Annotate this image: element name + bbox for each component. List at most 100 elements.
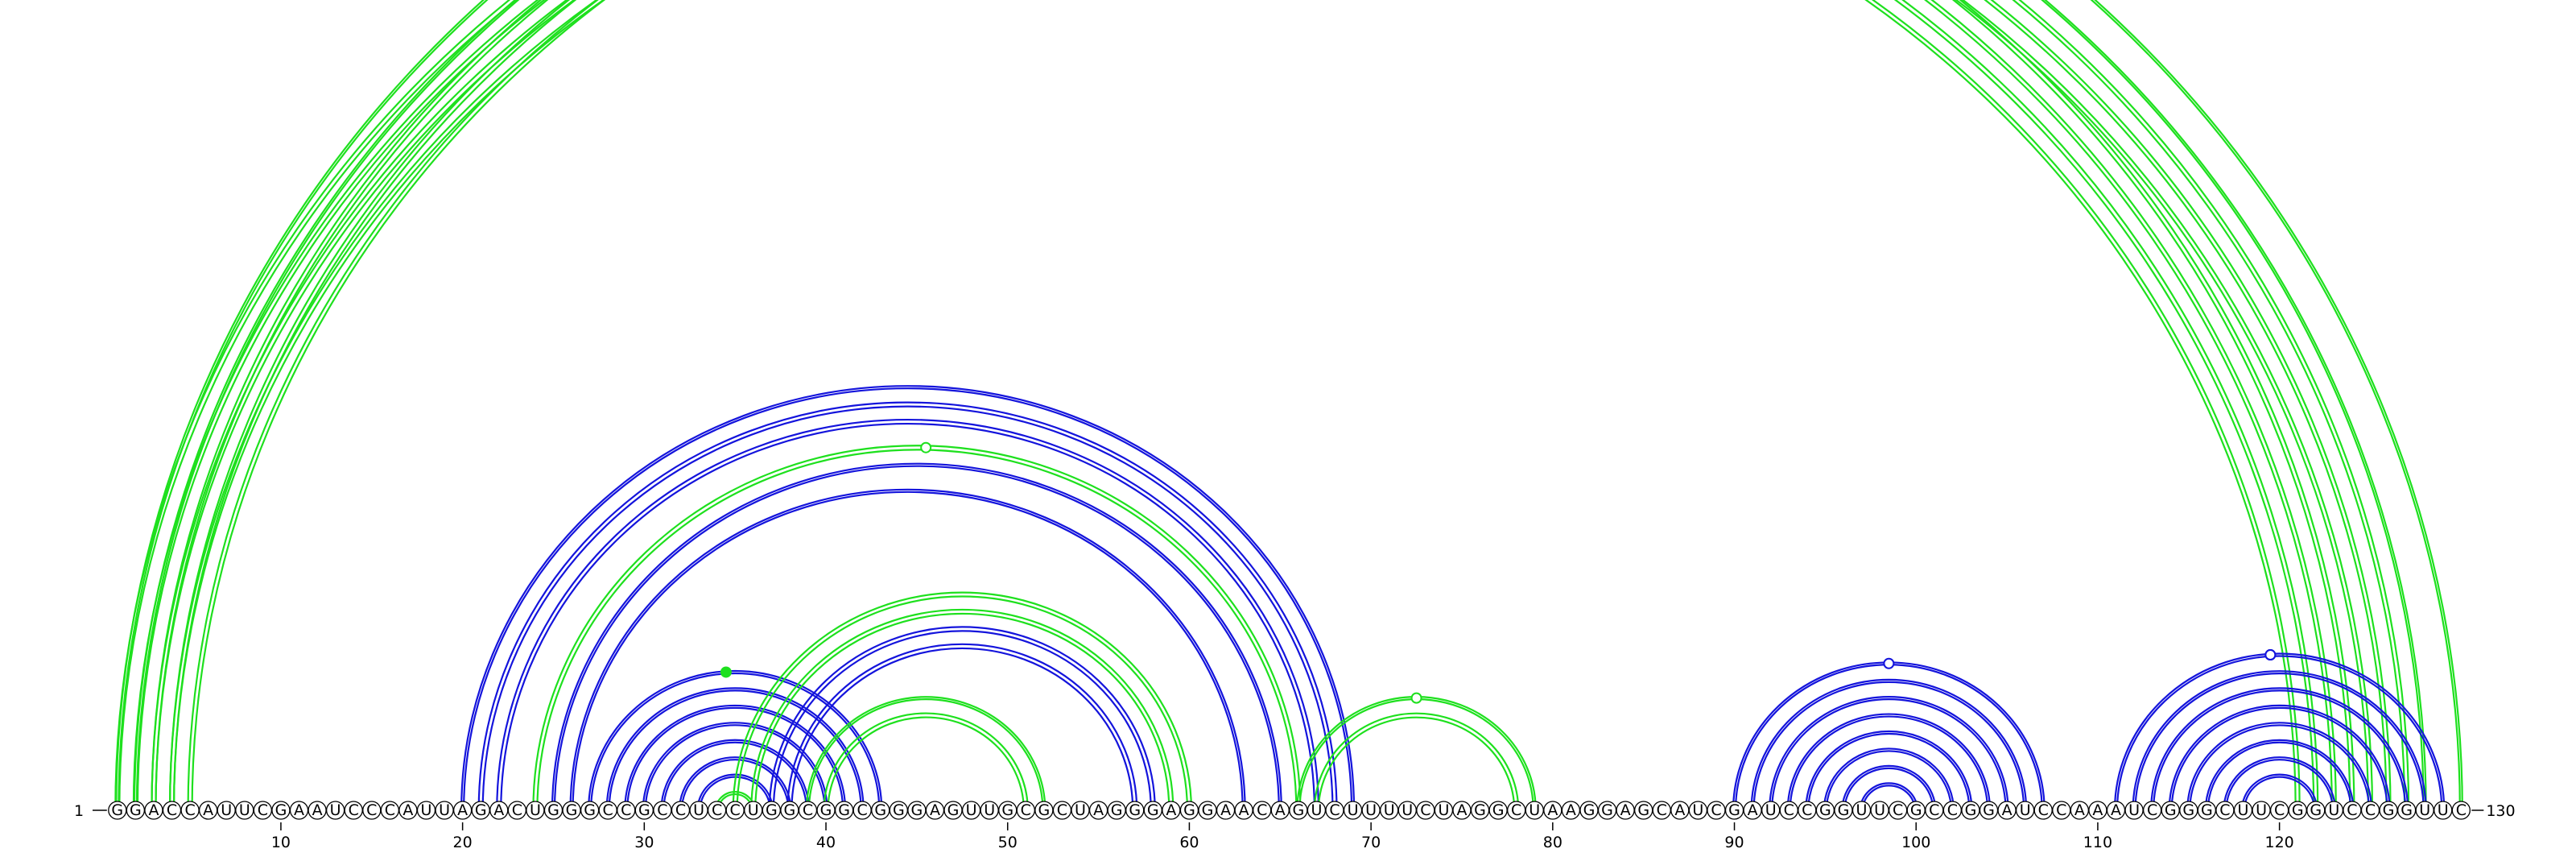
nucleotide-109: A bbox=[2070, 801, 2090, 820]
nucleotide-41: G bbox=[834, 801, 854, 820]
pair-arc-25-65-outer bbox=[551, 462, 1282, 811]
nucleotide-83: G bbox=[1597, 801, 1617, 820]
nucleotide-13: U bbox=[325, 801, 345, 820]
pair-arc-1-130-inner bbox=[118, 0, 2460, 810]
pair-arc-20-69-outer bbox=[460, 385, 1356, 811]
nucleotide-95: G bbox=[1815, 801, 1835, 820]
pair-arc-90-107-inner bbox=[1734, 664, 2043, 811]
pair-arc-112-128-outer bbox=[2132, 669, 2427, 811]
nucleotide-letter: G bbox=[1637, 801, 1649, 819]
nucleotide-50: G bbox=[998, 801, 1018, 820]
nucleotide-letter: A bbox=[203, 801, 213, 819]
nucleotide-43: G bbox=[871, 801, 890, 820]
nucleotide-51: C bbox=[1016, 801, 1035, 820]
pair-arc-25-65-inner bbox=[553, 465, 1280, 811]
nucleotide-letter: U bbox=[1402, 801, 1413, 819]
nucleotide-5: C bbox=[180, 801, 200, 820]
tick-label-40: 40 bbox=[816, 834, 836, 851]
pair-arc-40-51-inner bbox=[827, 716, 1025, 811]
nucleotide-letter: C bbox=[1711, 801, 1721, 819]
pair-arc-24-66-outer bbox=[532, 445, 1302, 811]
pair-arc-95-102-inner bbox=[1825, 750, 1952, 811]
nucleotide-107: C bbox=[2033, 801, 2053, 820]
sequence-ends: 1 130 bbox=[74, 802, 2516, 820]
nucleotide-54: U bbox=[1071, 801, 1090, 820]
nucleotide-letter: A bbox=[1674, 801, 1685, 819]
nucleotide-letter: U bbox=[2328, 801, 2339, 819]
nucleotide-letter: C bbox=[385, 801, 395, 819]
pair-arc-115-125-outer bbox=[2186, 722, 2373, 811]
nucleotide-119: U bbox=[2252, 801, 2271, 820]
nucleotide-104: G bbox=[1979, 801, 1999, 820]
nucleotide-24: U bbox=[526, 801, 545, 820]
nucleotide-28: C bbox=[598, 801, 617, 820]
nucleotide-letter: G bbox=[784, 801, 796, 819]
pair-arc-39-52-outer bbox=[805, 696, 1046, 811]
tick-label-80: 80 bbox=[1543, 834, 1563, 851]
nucleotide-letter: C bbox=[349, 801, 359, 819]
pair-arc-97-100-inner bbox=[1861, 785, 1916, 811]
nucleotide-letter: C bbox=[730, 801, 741, 819]
nucleotide-letter: A bbox=[930, 801, 940, 819]
pair-arc-91-106-inner bbox=[1752, 681, 2025, 811]
pair-arc-67-78-outer bbox=[1313, 712, 1520, 811]
nucleotide-29: C bbox=[617, 801, 636, 820]
arc-marker-7 bbox=[720, 666, 732, 678]
nucleotide-82: G bbox=[1579, 801, 1599, 820]
nucleotide-63: A bbox=[1234, 801, 1253, 820]
nucleotide-letter: C bbox=[184, 801, 195, 819]
nucleotide-letter: U bbox=[439, 801, 450, 819]
nucleotide-93: C bbox=[1779, 801, 1798, 820]
nucleotide-17: A bbox=[398, 801, 418, 820]
nucleotide-76: G bbox=[1470, 801, 1490, 820]
nucleotide-80: A bbox=[1543, 801, 1563, 820]
nucleotide-letter: C bbox=[167, 801, 177, 819]
nucleotide-letter: C bbox=[712, 801, 722, 819]
nucleotide-61: G bbox=[1198, 801, 1217, 820]
nucleotide-letter: U bbox=[421, 801, 432, 819]
arc-markers bbox=[720, 441, 2277, 704]
pair-arc-117-123-outer bbox=[2223, 756, 2336, 811]
nucleotide-letter: U bbox=[693, 801, 704, 819]
nucleotide-letter: A bbox=[402, 801, 413, 819]
nucleotide-letter: U bbox=[1311, 801, 1322, 819]
pair-arc-1-124-outer bbox=[115, 0, 2354, 810]
arc-marker-1 bbox=[920, 441, 932, 453]
pair-arc-31-39-outer bbox=[660, 739, 811, 811]
pair-arc-67-78-inner bbox=[1317, 716, 1516, 811]
pair-arc-5-125-inner bbox=[191, 0, 2370, 811]
nucleotide-92: U bbox=[1761, 801, 1781, 820]
nucleotide-letter: U bbox=[530, 801, 541, 819]
nucleotide-39: C bbox=[798, 801, 818, 820]
nucleotide-31: C bbox=[653, 801, 672, 820]
nucleotide-2: G bbox=[126, 801, 146, 820]
nucleotide-44: G bbox=[889, 801, 908, 820]
nucleotide-letter: G bbox=[275, 801, 287, 819]
pair-arc-21-68-outer bbox=[477, 401, 1338, 811]
nucleotide-114: G bbox=[2161, 801, 2180, 820]
nucleotide-letter: C bbox=[1929, 801, 1939, 819]
nucleotide-78: C bbox=[1507, 801, 1526, 820]
nucleotide-90: G bbox=[1724, 801, 1744, 820]
nucleotide-letter: U bbox=[2256, 801, 2267, 819]
nucleotide-6: A bbox=[198, 801, 218, 820]
nucleotide-91: A bbox=[1743, 801, 1762, 820]
nucleotide-letter: G bbox=[2383, 801, 2395, 819]
nucleotide-115: G bbox=[2179, 801, 2198, 820]
nucleotide-letter: G bbox=[1965, 801, 1977, 819]
nucleotide-letter: G bbox=[911, 801, 923, 819]
nucleotide-8: U bbox=[235, 801, 254, 820]
nucleotide-123: U bbox=[2324, 801, 2343, 820]
nucleotide-letter: A bbox=[1456, 801, 1467, 819]
nucleotide-letter: G bbox=[838, 801, 850, 819]
nucleotide-124: C bbox=[2343, 801, 2362, 820]
nucleotide-letter: C bbox=[603, 801, 613, 819]
nucleotide-letter: C bbox=[2274, 801, 2285, 819]
nucleotide-letter: G bbox=[1111, 801, 1123, 819]
nucleotide-102: C bbox=[1942, 801, 1963, 820]
nucleotide-57: G bbox=[1125, 801, 1145, 820]
pair-arc-2-128-inner bbox=[135, 0, 2425, 811]
base-pair-arcs bbox=[115, 0, 2462, 810]
nucleotide-21: G bbox=[471, 801, 490, 820]
nucleotide-letter: U bbox=[239, 801, 250, 819]
